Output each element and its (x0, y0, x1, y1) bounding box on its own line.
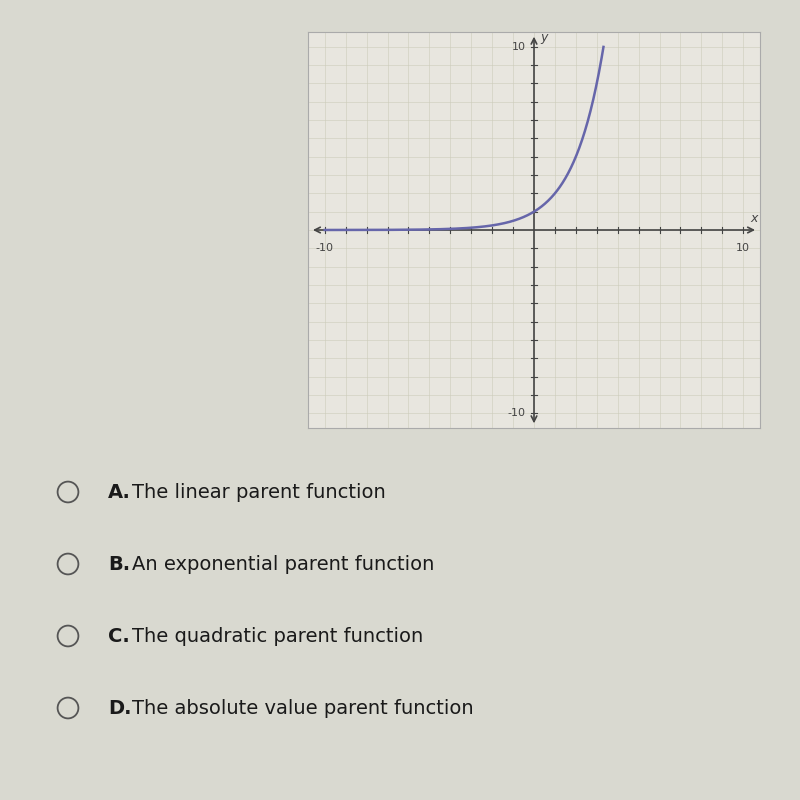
Text: 10: 10 (736, 243, 750, 253)
Text: The linear parent function: The linear parent function (132, 482, 386, 502)
Text: y: y (541, 31, 548, 44)
Text: An exponential parent function: An exponential parent function (132, 554, 434, 574)
Text: 10: 10 (512, 42, 526, 52)
Text: -10: -10 (316, 243, 334, 253)
Text: B.: B. (108, 554, 130, 574)
Text: -10: -10 (508, 408, 526, 418)
Text: C.: C. (108, 626, 130, 646)
Text: The absolute value parent function: The absolute value parent function (132, 698, 474, 718)
Text: D.: D. (108, 698, 131, 718)
Text: The quadratic parent function: The quadratic parent function (132, 626, 423, 646)
Text: x: x (750, 213, 758, 226)
Text: A.: A. (108, 482, 131, 502)
